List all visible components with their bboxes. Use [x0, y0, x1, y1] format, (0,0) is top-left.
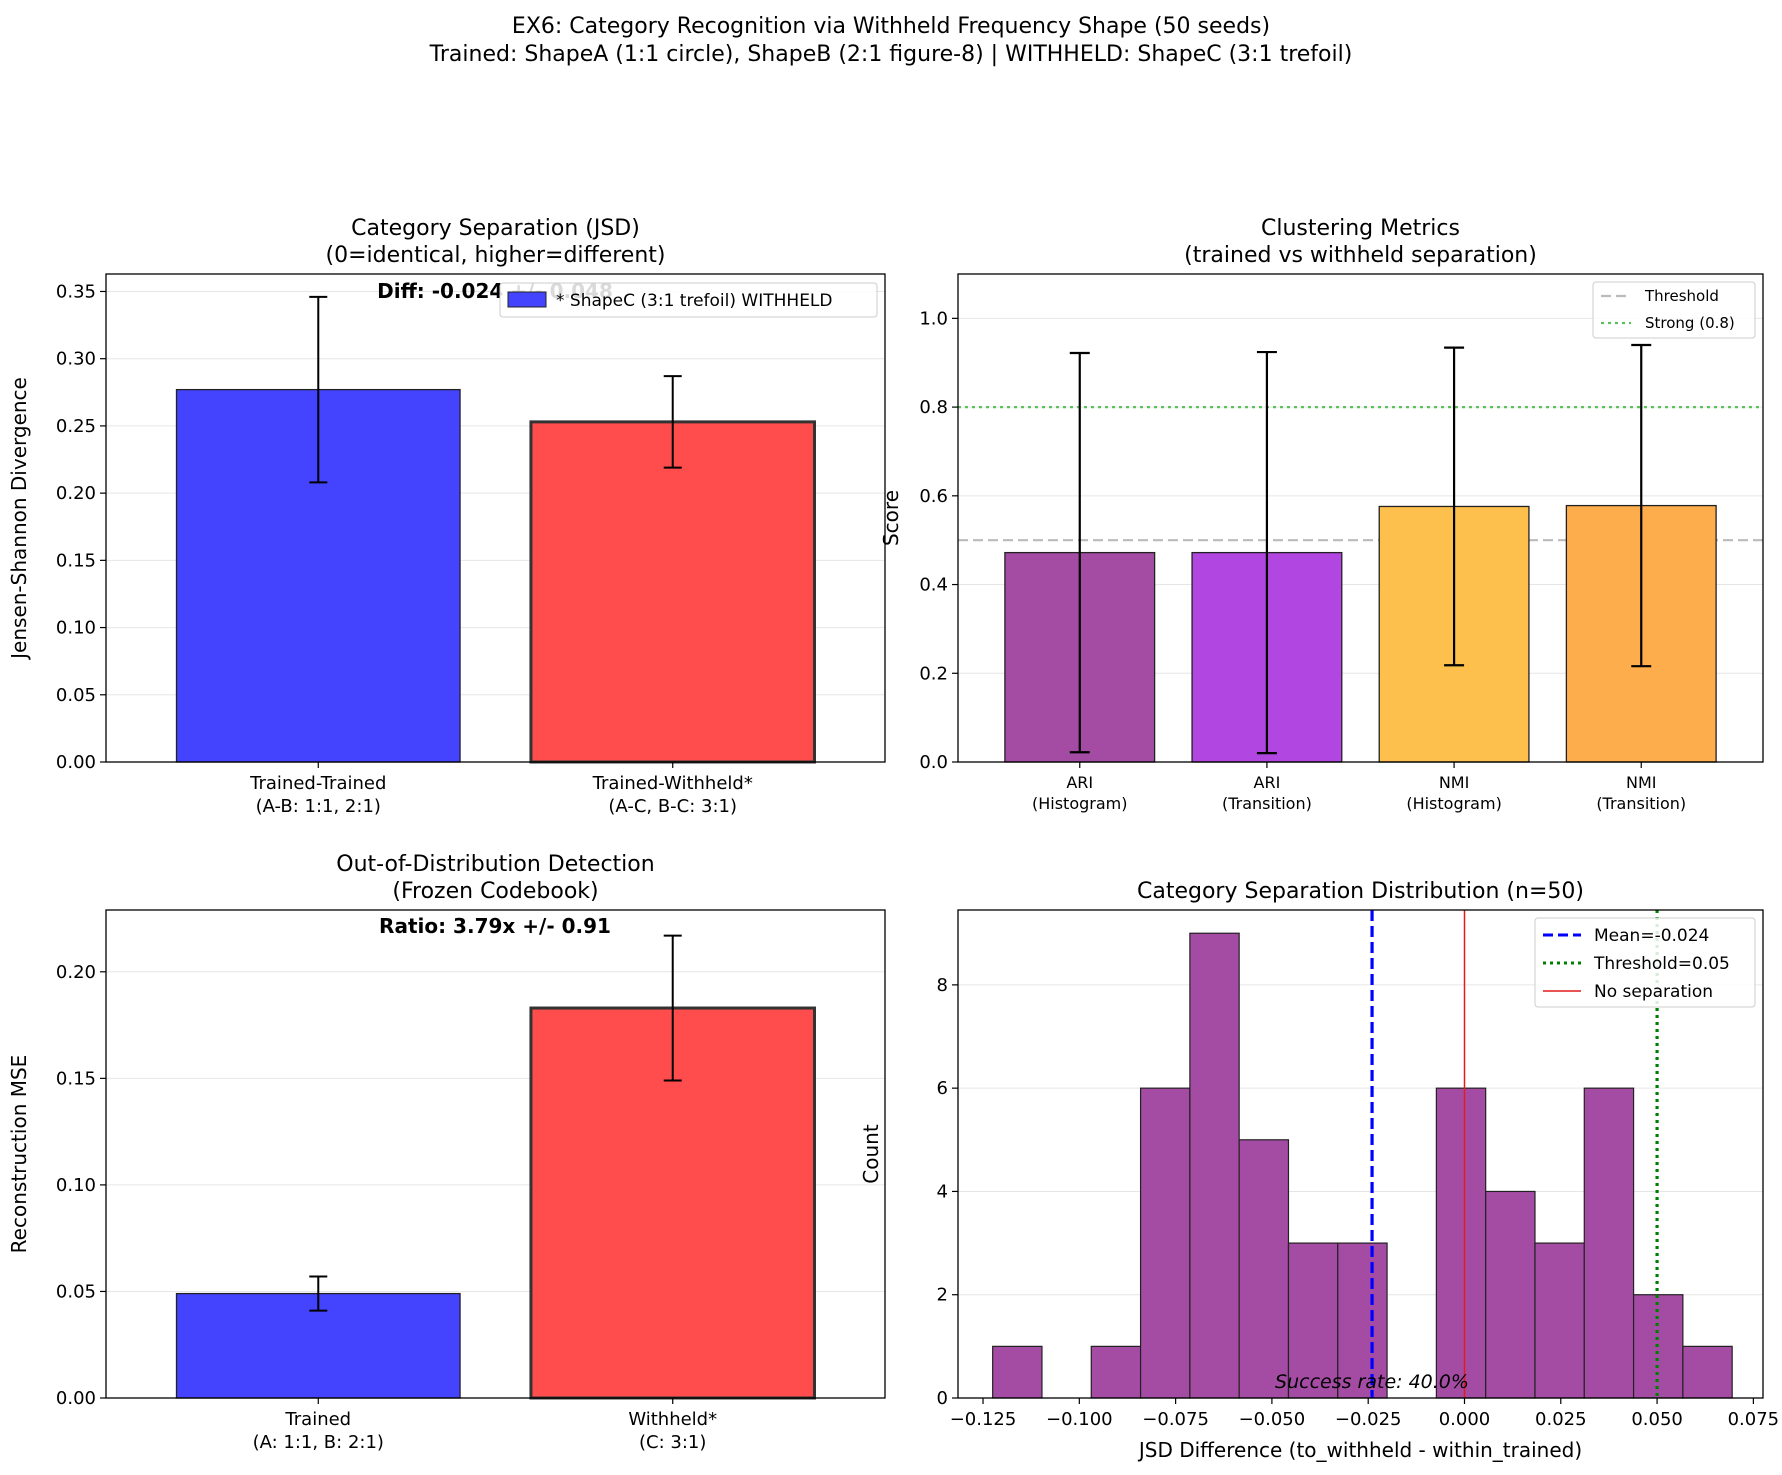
hist-xtick-label: −0.125 — [950, 1409, 1017, 1430]
hist-frame — [957, 909, 1764, 1399]
clustering-legend-box — [1592, 281, 1756, 339]
hist-xtick-label: 0.075 — [1728, 1409, 1780, 1430]
hist-xtick-label: −0.100 — [1046, 1409, 1113, 1430]
ood-xtick-label: Trained — [284, 1409, 351, 1430]
jsd-legend-swatch — [507, 291, 547, 308]
ood-ylabel: Reconstruction MSE — [7, 1055, 31, 1254]
clustering-xtick-label: ARI — [1066, 773, 1093, 792]
jsd-ylabel: Jensen-Shannon Divergence — [7, 377, 31, 661]
ood-title-line1: Out-of-Distribution Detection — [336, 852, 654, 877]
hist-bar — [1485, 1190, 1536, 1399]
jsd-legend-box — [499, 282, 878, 318]
hist-bar — [1583, 1087, 1635, 1399]
clustering-title-line1: Clustering Metrics — [1261, 216, 1460, 241]
jsd-ytick-label: 0.35 — [56, 281, 96, 302]
ood-xtick-label: (C: 3:1) — [639, 1432, 706, 1453]
ood-ytick-label: 0.10 — [56, 1175, 96, 1196]
ood-ytick-label: 0.15 — [56, 1068, 96, 1089]
hist-xtick-label: −0.050 — [1239, 1409, 1306, 1430]
hist-xtick-label: 0.000 — [1439, 1409, 1491, 1430]
ood-detection-chart: Out-of-Distribution Detection(Frozen Cod… — [7, 852, 886, 1453]
hist-bar — [1189, 932, 1240, 1399]
hist-ytick-label: 8 — [937, 975, 948, 996]
hist-ytick-label: 6 — [937, 1078, 948, 1099]
jsd-title-line1: Category Separation (JSD) — [351, 216, 640, 241]
jsd-legend: * ShapeC (3:1 trefoil) WITHHELD — [499, 282, 878, 318]
jsd-ytick-label: 0.30 — [56, 349, 96, 370]
clustering-legend-label: Threshold — [1644, 287, 1719, 305]
jsd-ytick-label: 0.25 — [56, 416, 96, 437]
hist-legend-label: Mean=-0.024 — [1594, 926, 1709, 946]
ood-ytick-label: 0.00 — [56, 1388, 96, 1409]
ood-frame — [105, 909, 886, 1399]
clustering-xtick-label: (Histogram) — [1406, 794, 1501, 813]
hist-legend-box — [1534, 917, 1756, 1008]
jsd-ytick-label: 0.20 — [56, 483, 96, 504]
jsd-xtick-label: (A-C, B-C: 3:1) — [608, 796, 737, 817]
clustering-ytick-label: 0.6 — [919, 486, 948, 507]
jsd-ytick-label: 0.05 — [56, 685, 96, 706]
hist-bar — [1534, 1242, 1585, 1399]
hist-success-annotation: Success rate: 40.0% — [1275, 1371, 1469, 1393]
jsd-xtick-label: Trained-Trained — [249, 773, 386, 794]
hist-bar — [1090, 1345, 1142, 1399]
ood-title-line2: (Frozen Codebook) — [392, 879, 598, 904]
clustering-ytick-label: 0.8 — [919, 397, 948, 418]
clustering-metrics-chart: Clustering Metrics(trained vs withheld s… — [879, 216, 1764, 813]
clustering-xtick-label: ARI — [1254, 773, 1281, 792]
clustering-xtick-label: NMI — [1626, 773, 1657, 792]
hist-title: Category Separation Distribution (n=50) — [1137, 879, 1584, 904]
hist-xlabel: JSD Difference (to_withheld - within_tra… — [1137, 1438, 1582, 1462]
hist-xtick-label: −0.075 — [1142, 1409, 1209, 1430]
jsd-bar-chart: Category Separation (JSD)(0=identical, h… — [7, 216, 886, 817]
clustering-frame — [957, 273, 1764, 763]
jsd-ytick-label: 0.10 — [56, 618, 96, 639]
jsd-xtick-label: (A-B: 1:1, 2:1) — [256, 796, 381, 817]
clustering-xtick-label: (Transition) — [1596, 794, 1686, 813]
hist-bar — [1435, 1087, 1487, 1399]
ood-ytick-label: 0.05 — [56, 1281, 96, 1302]
jsd-ytick-label: 0.15 — [56, 550, 96, 571]
clustering-ylabel: Score — [879, 490, 903, 546]
figure-title-line2: Trained: ShapeA (1:1 circle), ShapeB (2:… — [429, 42, 1353, 67]
hist-bar — [992, 1345, 1043, 1399]
clustering-legend-label: Strong (0.8) — [1645, 314, 1735, 332]
hist-bar — [1139, 1087, 1191, 1399]
clustering-ytick-label: 0.2 — [919, 663, 948, 684]
jsd-xtick-label: Trained-Withheld* — [592, 773, 753, 794]
hist-ylabel: Count — [859, 1124, 883, 1184]
separation-histogram-chart: Category Separation Distribution (n=50) 0… — [859, 879, 1779, 1462]
hist-ytick-label: 4 — [937, 1181, 948, 1202]
hist-bar — [1238, 1139, 1290, 1399]
hist-xtick-label: −0.025 — [1335, 1409, 1402, 1430]
hist-legend: Mean=-0.024 Threshold=0.05 No separation — [1534, 917, 1756, 1008]
clustering-ytick-label: 0.0 — [919, 752, 948, 773]
hist-legend-label: Threshold=0.05 — [1593, 954, 1730, 974]
clustering-legend: Threshold Strong (0.8) — [1592, 281, 1756, 339]
hist-ytick-label: 0 — [937, 1388, 948, 1409]
clustering-ytick-label: 0.4 — [919, 575, 948, 596]
figure-title-line1: EX6: Category Recognition via Withheld F… — [512, 14, 1270, 39]
jsd-title-line2: (0=identical, higher=different) — [326, 243, 666, 268]
clustering-xtick-label: (Histogram) — [1032, 794, 1127, 813]
clustering-title-line2: (trained vs withheld separation) — [1184, 243, 1537, 268]
clustering-xtick-label: NMI — [1439, 773, 1470, 792]
hist-xtick-label: 0.025 — [1535, 1409, 1587, 1430]
jsd-frame — [105, 273, 886, 763]
hist-bar — [1682, 1345, 1733, 1399]
ood-xtick-label: (A: 1:1, B: 2:1) — [253, 1432, 384, 1453]
hist-xtick-label: 0.050 — [1631, 1409, 1683, 1430]
hist-bar — [1337, 1242, 1388, 1399]
hist-ytick-label: 2 — [937, 1285, 948, 1306]
jsd-bar — [529, 420, 817, 764]
jsd-ytick-label: 0.00 — [56, 752, 96, 773]
clustering-ytick-label: 1.0 — [919, 308, 948, 329]
clustering-xtick-label: (Transition) — [1222, 794, 1312, 813]
ood-ratio-annotation: Ratio: 3.79x +/- 0.91 — [379, 914, 611, 938]
ood-xtick-label: Withheld* — [628, 1409, 717, 1430]
hist-legend-label: No separation — [1594, 982, 1713, 1002]
jsd-legend-label: * ShapeC (3:1 trefoil) WITHHELD — [556, 291, 833, 311]
ood-ytick-label: 0.20 — [56, 962, 96, 983]
